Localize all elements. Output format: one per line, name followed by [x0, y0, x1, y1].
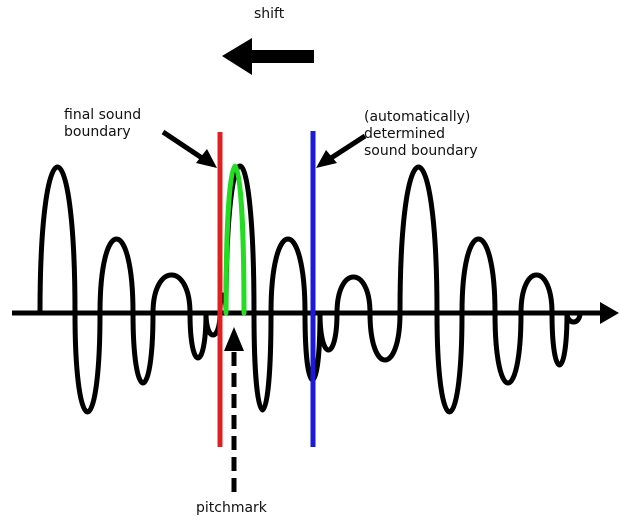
- pitchmark-label: pitchmark: [196, 500, 267, 516]
- auto-boundary-label-line: sound boundary: [364, 143, 478, 159]
- auto-boundary-label-line: (automatically): [364, 109, 471, 125]
- final-boundary-label-line: boundary: [64, 124, 131, 140]
- pitchmark-pointer-arrow: [224, 327, 244, 492]
- final-boundary-label: final sound boundary: [64, 107, 141, 141]
- auto-boundary-pointer-arrow: [316, 133, 367, 168]
- final-boundary-pointer-arrow: [161, 129, 217, 168]
- auto-boundary-label: (automatically) determined sound boundar…: [364, 109, 478, 160]
- waveform: [37, 163, 583, 415]
- axis-arrowhead: [600, 302, 619, 324]
- shift-label: shift: [254, 6, 285, 22]
- final-boundary-label-line: final sound: [64, 107, 142, 123]
- pitchmark-peak-highlight: [223, 163, 247, 316]
- auto-boundary-label-line: determined: [364, 126, 446, 142]
- shift-arrow: [222, 38, 314, 75]
